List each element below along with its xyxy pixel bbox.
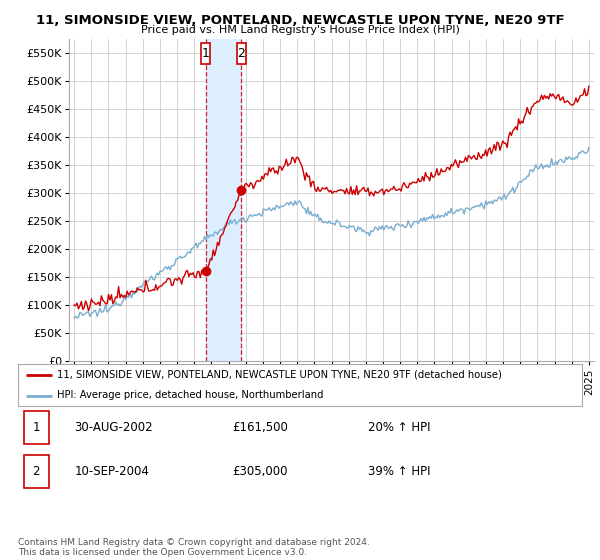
Text: Price paid vs. HM Land Registry's House Price Index (HPI): Price paid vs. HM Land Registry's House … (140, 25, 460, 35)
Text: 2: 2 (32, 465, 40, 478)
Text: Contains HM Land Registry data © Crown copyright and database right 2024.
This d: Contains HM Land Registry data © Crown c… (18, 538, 370, 557)
Bar (236, 43, 246, 64)
Text: 30-AUG-2002: 30-AUG-2002 (74, 421, 153, 435)
Text: 2: 2 (238, 47, 245, 60)
Text: 10-SEP-2004: 10-SEP-2004 (74, 465, 149, 478)
Text: 1: 1 (32, 421, 40, 435)
Text: £161,500: £161,500 (232, 421, 288, 435)
Bar (201, 43, 211, 64)
Bar (206, 39, 241, 361)
Text: HPI: Average price, detached house, Northumberland: HPI: Average price, detached house, Nort… (58, 390, 324, 400)
Text: £305,000: £305,000 (232, 465, 288, 478)
Text: 20% ↑ HPI: 20% ↑ HPI (368, 421, 430, 435)
Text: 11, SIMONSIDE VIEW, PONTELAND, NEWCASTLE UPON TYNE, NE20 9TF: 11, SIMONSIDE VIEW, PONTELAND, NEWCASTLE… (35, 14, 565, 27)
Text: 11, SIMONSIDE VIEW, PONTELAND, NEWCASTLE UPON TYNE, NE20 9TF (detached house): 11, SIMONSIDE VIEW, PONTELAND, NEWCASTLE… (58, 370, 502, 380)
Text: 39% ↑ HPI: 39% ↑ HPI (368, 465, 430, 478)
Bar (23, 412, 49, 445)
Bar (23, 455, 49, 488)
Text: 1: 1 (202, 47, 209, 60)
